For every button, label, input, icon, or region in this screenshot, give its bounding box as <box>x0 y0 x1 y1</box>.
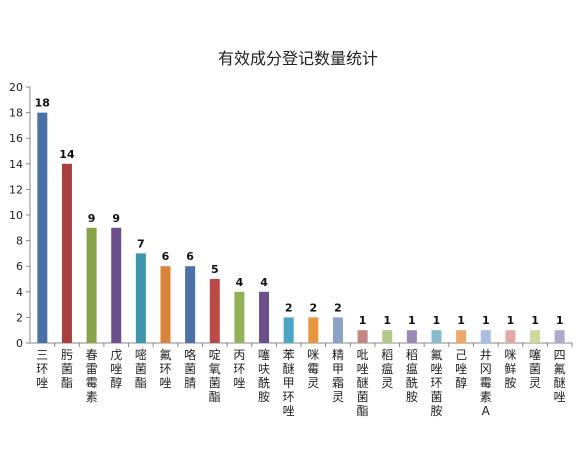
data-label: 14 <box>59 148 75 161</box>
bar <box>480 330 491 343</box>
data-labels: 18 14 9 9 7 6 6 5 4 4 2 2 2 1 1 1 1 1 1 1 1 1 <box>35 97 564 328</box>
data-label: 2 <box>334 301 342 314</box>
data-label: 1 <box>556 314 564 327</box>
category-label: 井冈霉素 A <box>480 348 492 418</box>
data-label: 1 <box>482 314 490 327</box>
data-label: 18 <box>35 97 50 110</box>
category-label: 丙环唑 <box>233 348 245 390</box>
bar <box>259 291 270 343</box>
bar <box>357 330 368 343</box>
bar <box>37 112 48 343</box>
data-label: 1 <box>457 314 465 327</box>
y-tick-label: 0 <box>16 337 23 350</box>
y-tick-label: 4 <box>16 286 23 299</box>
category-label: 咪霉灵 <box>307 348 319 390</box>
category-label: 己唑醇 <box>455 348 467 390</box>
bar <box>234 291 245 343</box>
data-label: 9 <box>88 212 96 225</box>
data-label: 1 <box>359 314 367 327</box>
bar <box>456 330 467 343</box>
bar <box>61 163 72 343</box>
data-label: 1 <box>408 314 416 327</box>
bar <box>431 330 442 343</box>
chart-title: 有效成分登记数量统计 <box>218 49 378 68</box>
y-tick-label: 14 <box>9 158 23 171</box>
y-tick-label: 18 <box>9 107 23 120</box>
category-label: 咯菌腈 <box>184 347 196 390</box>
data-label: 1 <box>507 314 515 327</box>
category-label: 稻瘟酰胺 <box>406 348 418 404</box>
category-label: 春雷霉素 <box>86 348 98 404</box>
category-label: 肟菌酯 <box>61 348 73 390</box>
category-label: 咪鲜胺 <box>504 348 516 390</box>
bar <box>505 330 516 343</box>
category-label: 啶氧菌酯 <box>209 348 221 404</box>
bar <box>530 330 541 343</box>
category-label: 嘧菌酯 <box>135 348 147 390</box>
category-label: 噻菌灵 <box>529 347 541 390</box>
data-label: 5 <box>211 263 219 276</box>
data-label: 1 <box>383 314 391 327</box>
data-label: 7 <box>137 237 145 250</box>
data-label: 2 <box>309 301 317 314</box>
category-label: 氟唑环菌胺 <box>430 348 442 418</box>
bar <box>283 317 294 343</box>
y-tick-label: 16 <box>9 132 23 145</box>
category-label: 稻瘟灵 <box>381 348 393 390</box>
bar <box>406 330 417 343</box>
category-label: 苯醚甲环唑 <box>283 348 295 418</box>
data-label: 4 <box>260 276 268 289</box>
data-label: 2 <box>285 301 293 314</box>
y-axis-ticks: 0 2 4 6 8 10 12 14 16 18 20 <box>9 81 30 350</box>
y-tick-label: 2 <box>16 311 23 324</box>
category-label: 氟环唑 <box>159 348 171 390</box>
bar <box>332 317 343 343</box>
data-label: 6 <box>162 250 170 263</box>
bar <box>86 227 97 343</box>
y-tick-label: 10 <box>9 209 23 222</box>
category-label: 吡唑醚菌酯 <box>357 348 369 418</box>
bar-series <box>37 112 565 343</box>
y-tick-label: 6 <box>16 260 23 273</box>
bar <box>160 266 171 343</box>
category-label: 三环唑 <box>36 348 48 390</box>
bar <box>554 330 565 343</box>
data-label: 4 <box>236 276 244 289</box>
data-label: 9 <box>112 212 120 225</box>
bar <box>135 253 146 343</box>
category-label: 噻呋酰胺 <box>258 347 270 404</box>
bar <box>308 317 319 343</box>
data-label: 1 <box>531 314 539 327</box>
bar <box>382 330 393 343</box>
category-label: 四氟醚唑 <box>554 348 566 404</box>
y-tick-label: 8 <box>16 235 23 248</box>
category-label: 精甲霜灵 <box>332 348 344 404</box>
data-label: 1 <box>433 314 441 327</box>
category-label: 戊唑醇 <box>110 348 122 390</box>
bar <box>209 279 220 343</box>
y-tick-label: 20 <box>9 81 23 94</box>
bar <box>185 266 196 343</box>
data-label: 6 <box>186 250 194 263</box>
bar <box>111 227 122 343</box>
y-tick-label: 12 <box>9 183 23 196</box>
